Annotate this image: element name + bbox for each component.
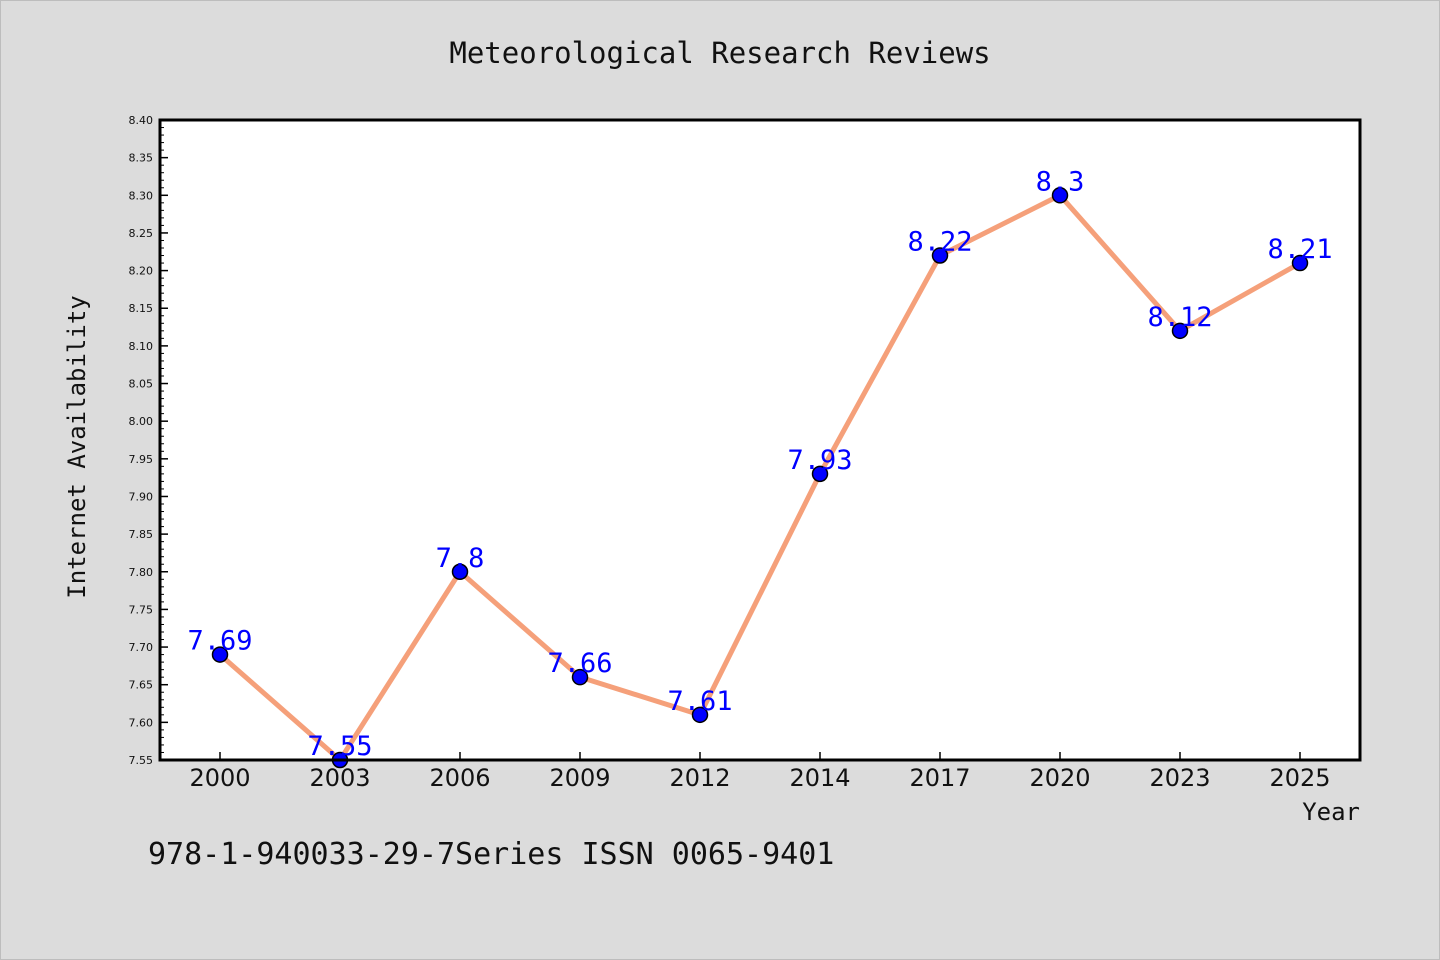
data-labels-layer: 7.69 7.55 7.8 7.66 7.61 7.93 8.22 8.3 8.12 8.21	[187, 166, 1332, 762]
data-point	[571, 668, 589, 686]
x-tick-label: 2006	[429, 764, 490, 792]
data-point	[1291, 254, 1309, 272]
y-tick-label: 7.80	[129, 566, 154, 579]
data-label: 7.61	[667, 686, 732, 717]
y-tick-label: 8.30	[129, 189, 154, 202]
data-point	[451, 563, 469, 581]
y-tick-label: 7.70	[129, 641, 154, 654]
data-label: 7.8	[436, 543, 485, 574]
y-tick-label: 8.40	[129, 114, 154, 127]
y-tick-label: 8.10	[129, 340, 154, 353]
data-point	[1171, 322, 1189, 340]
y-axis: 7.55 7.60 7.65 7.70 7.75 7.80 7.85 7.90 7.95 8.00…	[129, 114, 168, 767]
data-point	[931, 247, 949, 264]
x-tick-label: 2009	[549, 764, 610, 792]
x-tick-label: 2000	[189, 764, 250, 792]
x-tick-label: 2025	[1269, 764, 1330, 792]
data-point	[691, 706, 709, 724]
y-axis-label: Internet Availability	[63, 295, 91, 598]
x-tick-label: 2023	[1149, 764, 1210, 792]
data-label: 7.55	[307, 731, 372, 762]
x-tick-label: 2014	[789, 764, 850, 792]
data-label: 8.3	[1036, 166, 1085, 197]
y-tick-label: 7.90	[129, 490, 154, 503]
data-point	[211, 646, 229, 663]
series-layer	[211, 187, 1309, 769]
x-axis: 2000 2003 2006 2009 2012 2014 2017 2020 2023 2025	[189, 752, 1331, 792]
footer-isbn-text: 978-1-940033-29-7Series ISSN 0065-9401	[148, 837, 834, 872]
y-tick-label: 7.85	[129, 528, 154, 541]
y-tick-label: 7.75	[129, 603, 154, 616]
y-tick-label: 8.35	[129, 152, 154, 165]
x-tick-label: 2017	[909, 764, 970, 792]
x-tick-label: 2003	[309, 764, 370, 792]
y-tick-label: 8.20	[129, 265, 154, 278]
series-line	[217, 192, 1303, 763]
y-tick-label: 7.60	[129, 716, 154, 729]
y-tick-label: 8.15	[129, 302, 154, 315]
data-label: 7.66	[547, 648, 612, 679]
x-tick-label: 2012	[669, 764, 730, 792]
x-axis-label: Year	[1302, 798, 1360, 826]
plot-area	[160, 120, 1360, 760]
plot-border	[158, 118, 1362, 762]
y-tick-label: 8.25	[129, 227, 154, 240]
data-label: 8.12	[1147, 302, 1212, 333]
y-tick-label: 7.55	[129, 754, 154, 767]
data-point	[1051, 187, 1069, 204]
data-label: 7.69	[187, 626, 252, 657]
data-label: 8.22	[907, 227, 972, 258]
y-tick-label: 7.65	[129, 679, 154, 692]
y-tick-label: 7.95	[129, 453, 154, 466]
data-label: 8.21	[1267, 234, 1332, 265]
data-label: 7.93	[787, 445, 852, 476]
y-tick-label: 8.05	[129, 378, 154, 391]
x-tick-label: 2020	[1029, 764, 1090, 792]
y-tick-label: 8.00	[129, 415, 154, 428]
chart-title: Meteorological Research Reviews	[449, 36, 990, 70]
data-point	[811, 465, 829, 483]
